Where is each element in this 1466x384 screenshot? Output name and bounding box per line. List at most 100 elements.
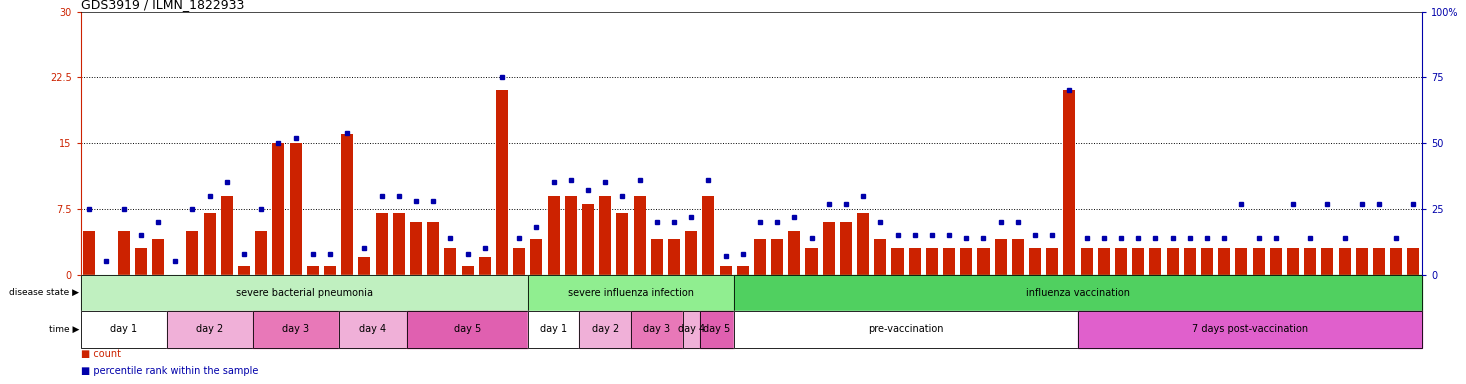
Bar (528, 275, 734, 311)
Bar (943, 248, 956, 275)
Bar (1305, 248, 1316, 275)
Bar (1374, 248, 1385, 275)
Bar (167, 311, 252, 348)
Text: pre-vaccination: pre-vaccination (868, 324, 944, 334)
Bar (771, 240, 783, 275)
Bar (1185, 248, 1196, 275)
Bar (564, 195, 576, 275)
Text: day 1: day 1 (539, 324, 567, 334)
Bar (1356, 248, 1368, 275)
Bar (186, 231, 198, 275)
Bar (734, 275, 1422, 311)
Bar (528, 311, 579, 348)
Bar (702, 195, 714, 275)
Bar (805, 248, 818, 275)
Bar (237, 266, 251, 275)
Bar (339, 311, 408, 348)
Bar (252, 311, 339, 348)
Text: day 4: day 4 (359, 324, 387, 334)
Bar (324, 266, 336, 275)
Bar (408, 311, 528, 348)
Bar (737, 266, 749, 275)
Bar (410, 222, 422, 275)
Bar (858, 213, 869, 275)
Bar (1236, 248, 1248, 275)
Bar (393, 213, 405, 275)
Bar (479, 257, 491, 275)
Text: severe influenza infection: severe influenza infection (567, 288, 693, 298)
Bar (1078, 311, 1422, 348)
Bar (1132, 248, 1145, 275)
Bar (1080, 248, 1092, 275)
Bar (306, 266, 318, 275)
Bar (496, 90, 509, 275)
Bar (531, 240, 542, 275)
Bar (616, 213, 629, 275)
Text: day 2: day 2 (591, 324, 619, 334)
Bar (1012, 240, 1023, 275)
Bar (874, 240, 887, 275)
Text: day 3: day 3 (644, 324, 670, 334)
Text: GDS3919 / ILMN_1822933: GDS3919 / ILMN_1822933 (81, 0, 243, 12)
Bar (427, 222, 440, 275)
Bar (651, 240, 663, 275)
Text: disease state ▶: disease state ▶ (9, 288, 79, 297)
Bar (528, 275, 734, 311)
Text: ■ count: ■ count (81, 349, 120, 359)
Bar (444, 248, 456, 275)
Bar (84, 231, 95, 275)
Bar (117, 231, 129, 275)
Bar (1270, 248, 1281, 275)
Bar (255, 231, 267, 275)
Bar (513, 248, 525, 275)
Bar (290, 143, 302, 275)
Bar (81, 311, 167, 348)
Text: 7 days post-vaccination: 7 days post-vaccination (1192, 324, 1308, 334)
Text: day 3: day 3 (281, 324, 309, 334)
Bar (1098, 248, 1110, 275)
Bar (135, 248, 147, 275)
Bar (462, 266, 474, 275)
Bar (909, 248, 921, 275)
Bar (685, 231, 698, 275)
Bar (167, 311, 252, 348)
Text: severe bacterial pneumonia: severe bacterial pneumonia (236, 288, 372, 298)
Bar (252, 311, 339, 348)
Bar (822, 222, 834, 275)
Text: ■ percentile rank within the sample: ■ percentile rank within the sample (81, 366, 258, 376)
Bar (789, 231, 800, 275)
Bar (734, 275, 1422, 311)
Bar (221, 195, 233, 275)
Bar (1047, 248, 1058, 275)
Text: day 4: day 4 (677, 324, 705, 334)
Bar (1407, 248, 1419, 275)
Bar (994, 240, 1007, 275)
Bar (633, 195, 645, 275)
Bar (375, 213, 387, 275)
Bar (81, 275, 528, 311)
Bar (1287, 248, 1299, 275)
Text: time ▶: time ▶ (48, 325, 79, 334)
Bar (754, 240, 765, 275)
Text: influenza vaccination: influenza vaccination (1026, 288, 1130, 298)
Bar (1321, 248, 1334, 275)
Bar (1338, 248, 1350, 275)
Bar (204, 213, 216, 275)
Bar (582, 204, 594, 275)
Bar (1078, 311, 1422, 348)
Bar (81, 311, 167, 348)
Bar (152, 240, 164, 275)
Bar (734, 311, 1078, 348)
Bar (630, 311, 683, 348)
Bar (1029, 248, 1041, 275)
Bar (720, 266, 732, 275)
Bar (1167, 248, 1179, 275)
Text: day 2: day 2 (196, 324, 223, 334)
Bar (547, 195, 560, 275)
Bar (978, 248, 990, 275)
Bar (1063, 90, 1076, 275)
Bar (528, 311, 579, 348)
Bar (1116, 248, 1127, 275)
Text: day 5: day 5 (454, 324, 481, 334)
Bar (579, 311, 630, 348)
